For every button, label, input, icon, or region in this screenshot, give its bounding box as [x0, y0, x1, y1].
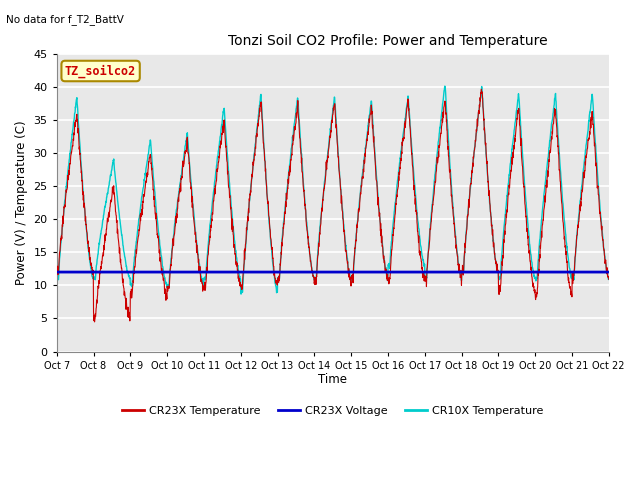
Title: Tonzi Soil CO2 Profile: Power and Temperature: Tonzi Soil CO2 Profile: Power and Temper… — [228, 34, 548, 48]
Text: No data for f_T2_BattV: No data for f_T2_BattV — [6, 14, 124, 25]
Y-axis label: Power (V) / Temperature (C): Power (V) / Temperature (C) — [15, 120, 28, 285]
Text: TZ_soilco2: TZ_soilco2 — [65, 64, 136, 78]
X-axis label: Time: Time — [318, 373, 348, 386]
Legend: CR23X Temperature, CR23X Voltage, CR10X Temperature: CR23X Temperature, CR23X Voltage, CR10X … — [117, 402, 548, 420]
